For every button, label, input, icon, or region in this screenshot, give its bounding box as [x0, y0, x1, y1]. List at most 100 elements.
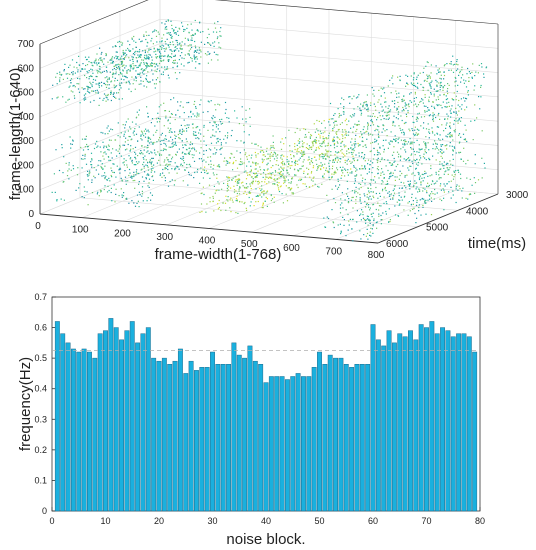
scatter-3d-point — [374, 115, 376, 118]
scatter-3d-point — [173, 60, 175, 62]
scatter-3d-point — [455, 107, 457, 109]
scatter-3d-point — [233, 185, 235, 187]
scatter-3d-point — [319, 137, 321, 139]
bar — [258, 364, 264, 512]
scatter-3d-point — [88, 61, 90, 63]
scatter-3d-point — [140, 169, 142, 171]
scatter-3d-point — [103, 188, 105, 191]
scatter-3d-point — [474, 104, 476, 106]
scatter-3d-point — [364, 219, 366, 222]
scatter-3d-point — [377, 154, 379, 156]
scatter-3d-point — [126, 164, 128, 166]
scatter-3d-point — [468, 194, 470, 196]
bar — [204, 367, 210, 512]
scatter-3d-point — [250, 170, 252, 172]
scatter-3d-point — [314, 183, 316, 185]
scatter-3d-point — [380, 214, 382, 217]
scatter-3d-point — [412, 148, 414, 150]
scatter-3d-point — [340, 233, 342, 235]
scatter-3d-point — [460, 77, 462, 79]
scatter-3d-point — [204, 43, 206, 45]
scatter-3d-point — [410, 92, 412, 94]
scatter-3d-point — [136, 111, 138, 113]
scatter-3d-point — [300, 179, 302, 181]
scatter-3d-point — [225, 209, 227, 211]
scatter-3d-point — [425, 172, 427, 174]
scatter-3d-point — [167, 60, 170, 62]
scatter-3d-point — [105, 54, 107, 57]
scatter-3d-point — [459, 151, 462, 153]
scatter-3d-point — [110, 187, 112, 189]
scatter-3d-point — [306, 167, 308, 169]
scatter-3d-point — [291, 161, 293, 163]
scatter-3d-point — [441, 107, 443, 109]
scatter-3d-point — [323, 155, 325, 157]
scatter-3d-point — [343, 99, 345, 101]
scatter-3d-point — [195, 107, 197, 109]
scatter-3d-point — [245, 178, 248, 180]
scatter-3d-point — [254, 168, 256, 170]
scatter-3d-point — [131, 76, 133, 78]
scatter-3d-point — [150, 171, 152, 173]
scatter-3d-point — [91, 166, 93, 168]
scatter-3d-point — [296, 127, 298, 130]
scatter-3d-point — [294, 162, 296, 164]
scatter-3d-point — [164, 110, 167, 112]
scatter-3d-point — [341, 192, 343, 194]
scatter-3d-point — [82, 149, 85, 151]
scatter-3d-point — [56, 83, 58, 85]
scatter-3d-point — [304, 134, 307, 136]
scatter-3d-point — [67, 170, 69, 172]
scatter-3d-point — [77, 71, 79, 73]
scatter-3d-point — [419, 159, 421, 161]
bar-chart-ticks: 00.10.20.30.40.50.60.70 10 20 30 40 50 60 70 80 — [34, 292, 485, 526]
scatter-3d-point — [107, 144, 110, 146]
scatter-3d-point — [442, 87, 444, 89]
scatter-3d-point — [424, 149, 426, 151]
scatter-3d-point — [293, 155, 295, 157]
scatter-3d-point — [370, 227, 372, 229]
scatter-3d-point — [411, 141, 413, 143]
scatter-3d-point — [264, 155, 266, 157]
scatter-3d-point — [350, 168, 352, 170]
scatter-3d-point — [413, 100, 415, 102]
scatter-3d-point — [171, 24, 173, 26]
scatter-3d-point — [383, 125, 385, 127]
scatter-3d-point — [398, 199, 400, 201]
scatter-3d-point — [148, 142, 151, 144]
scatter-3d-point — [179, 42, 181, 44]
scatter-3d-point — [67, 99, 69, 101]
scatter-3d-point — [354, 175, 356, 177]
scatter-3d-point — [423, 105, 425, 107]
scatter-3d-point — [198, 158, 200, 160]
scatter-3d-point — [195, 134, 197, 136]
scatter-3d-point — [85, 138, 87, 140]
scatter-3d-point — [310, 172, 312, 174]
scatter-3d-point — [370, 119, 373, 121]
scatter-3d-point — [278, 182, 280, 184]
scatter-3d-point — [288, 187, 290, 189]
scatter-3d-point — [92, 65, 94, 67]
scatter-3d-point — [140, 130, 143, 132]
scatter-3d-point — [283, 177, 285, 179]
scatter-3d-point — [105, 54, 107, 56]
scatter-3d-point — [85, 98, 87, 100]
scatter-3d-point — [169, 129, 171, 131]
scatter-3d-point — [246, 187, 248, 189]
scatter-3d-point — [472, 139, 474, 141]
scatter-3d-point — [318, 165, 320, 167]
scatter-3d-point — [360, 103, 362, 105]
scatter-3d-point — [286, 161, 288, 163]
scatter-3d-point — [302, 165, 304, 167]
scatter-3d-point — [219, 30, 221, 33]
scatter-3d-point — [414, 129, 416, 131]
bar — [210, 351, 215, 512]
scatter-3d-point — [312, 143, 314, 145]
scatter-3d-point — [402, 100, 404, 102]
scatter-3d-point — [334, 159, 337, 161]
scatter-3d-point — [174, 59, 176, 61]
scatter-3d-point — [155, 56, 157, 58]
scatter-3d-point — [143, 61, 145, 64]
scatter-3d-point — [462, 187, 464, 189]
scatter-3d-point — [310, 134, 312, 136]
